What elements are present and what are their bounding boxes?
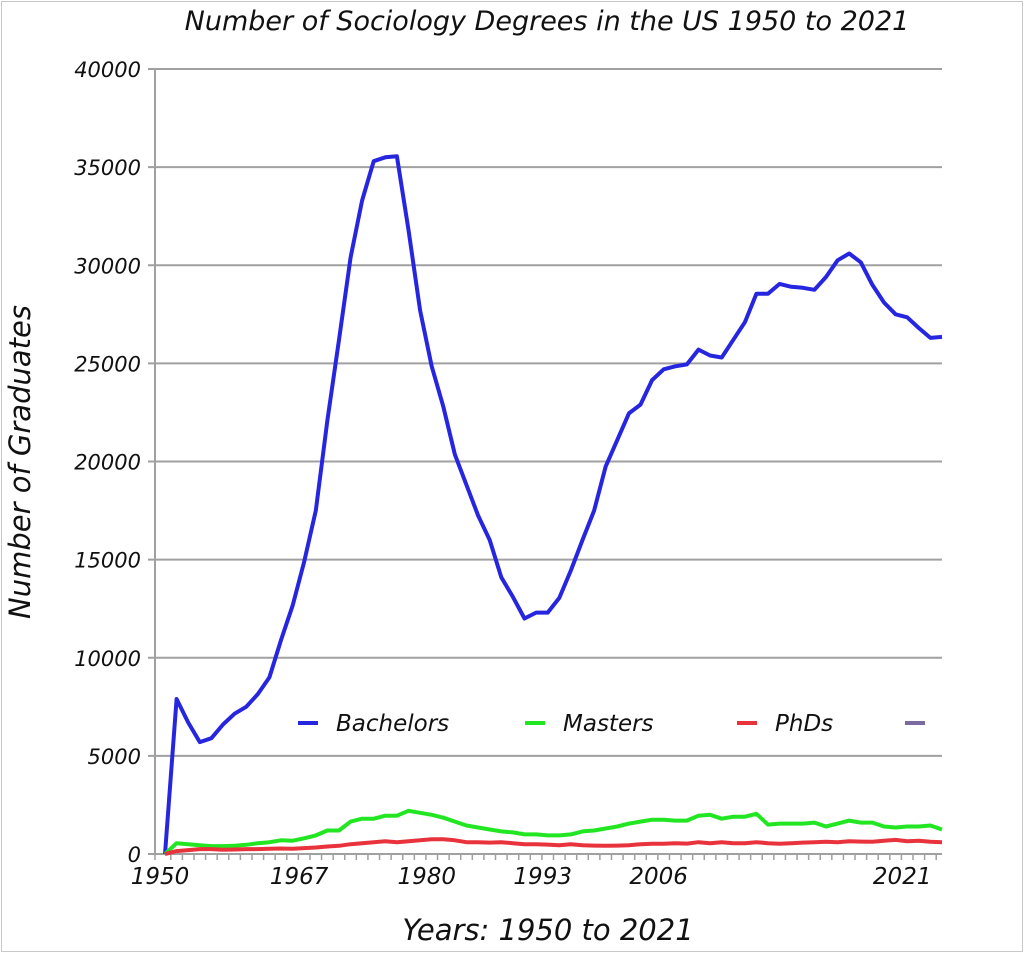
legend-label: PhDs (775, 711, 833, 737)
legend-label: Masters (563, 711, 654, 737)
y-tick-label: 40000 (74, 58, 141, 82)
y-tick-label: 35000 (74, 156, 141, 180)
y-axis-label: Number of Graduates (3, 305, 37, 619)
series-line-phds (164, 837, 943, 856)
x-tick-label: 2006 (629, 864, 688, 890)
x-tick-label: 2021 (873, 864, 932, 890)
y-tick-label: 15000 (74, 549, 141, 573)
x-axis-label: Years: 1950 to 2021 (402, 913, 693, 947)
y-tick-label: 0 (128, 843, 141, 867)
legend-label: Bachelors (336, 711, 449, 737)
y-tick-label: 25000 (74, 352, 141, 376)
y-tick-label: 10000 (74, 647, 141, 671)
x-tick-label: 1993 (513, 864, 572, 890)
chart-title: Number of Sociology Degrees in the US 19… (185, 6, 910, 37)
y-tick-label: 20000 (74, 451, 141, 475)
x-tick-label: 1967 (270, 864, 329, 890)
y-tick-label: 30000 (74, 254, 141, 278)
x-tick-label: 1980 (397, 864, 456, 890)
x-tick-label: 1950 (131, 864, 190, 890)
series-line-bachelors (163, 154, 943, 855)
series-line-masters (163, 808, 943, 856)
y-tick-label: 5000 (88, 745, 141, 769)
